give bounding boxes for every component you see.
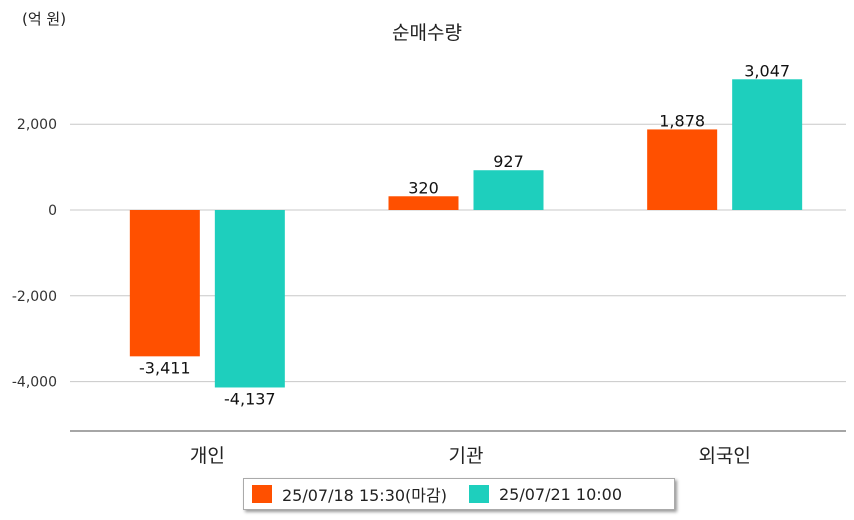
legend: 25/07/18 15:30(마감) 25/07/21 10:00 xyxy=(243,478,675,510)
legend-item-series-1[interactable]: 25/07/18 15:30(마감) xyxy=(252,482,447,506)
y-tick-label: -4,000 xyxy=(12,375,57,391)
bar xyxy=(388,196,459,210)
legend-swatch-series-1 xyxy=(252,485,272,503)
legend-item-series-2[interactable]: 25/07/21 10:00 xyxy=(468,484,623,504)
x-tick-label: 기관 xyxy=(449,445,484,467)
y-tick-label: 2,000 xyxy=(17,117,57,133)
bar xyxy=(473,170,544,210)
data-label: 1,878 xyxy=(659,111,705,130)
x-tick-label: 외국인 xyxy=(698,445,750,467)
y-tick-label: 0 xyxy=(48,203,57,219)
y-tick-label: -2,000 xyxy=(12,289,57,305)
bar xyxy=(647,129,718,210)
legend-label-series-1: 25/07/18 15:30(마감) xyxy=(282,486,447,505)
data-label: -4,137 xyxy=(224,389,276,408)
bar xyxy=(214,210,285,388)
data-label: 3,047 xyxy=(744,61,790,80)
data-label: 927 xyxy=(493,152,524,171)
x-tick-label: 개인 xyxy=(190,445,225,467)
data-label: 320 xyxy=(408,178,439,197)
unit-label: (억 원) xyxy=(22,10,67,28)
data-label: -3,411 xyxy=(139,358,191,377)
bar xyxy=(129,210,200,357)
legend-label-series-2: 25/07/21 10:00 xyxy=(498,484,623,504)
bar xyxy=(732,79,803,211)
chart-title: 순매수량 xyxy=(392,22,462,44)
legend-swatch-series-2 xyxy=(468,485,489,503)
